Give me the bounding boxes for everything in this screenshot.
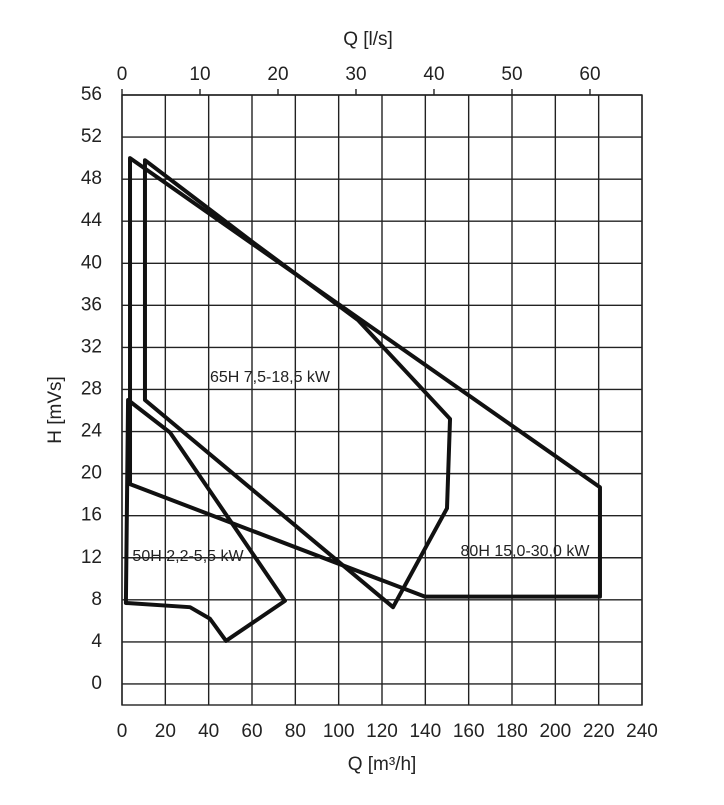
x-tick-label: 60: [241, 721, 262, 742]
series-label: 50H 2,2-5,5 kW: [132, 548, 244, 565]
x-axis-title: Q [m³/h]: [348, 754, 417, 775]
x-tick-label: 220: [583, 721, 615, 742]
x-tick-label: 80: [285, 721, 306, 742]
x2-tick-label: 20: [267, 64, 288, 85]
x2-axis-title: Q [l/s]: [343, 29, 393, 50]
x2-tick-label: 30: [345, 64, 366, 85]
x-tick-label: 120: [366, 721, 398, 742]
y-tick-label: 56: [81, 84, 102, 105]
envelope: [128, 156, 602, 599]
y-tick-label: 8: [91, 589, 102, 610]
x-tick-label: 200: [539, 721, 571, 742]
y-tick-label: 36: [81, 294, 102, 315]
x-tick-label: 180: [496, 721, 528, 742]
x-tick-label: 100: [323, 721, 355, 742]
x2-tick-label: 60: [579, 64, 600, 85]
x2-tick-label: 50: [501, 64, 522, 85]
y-tick-label: 44: [81, 210, 103, 231]
x-tick-label: 20: [155, 721, 176, 742]
envelope: [123, 398, 287, 643]
y-tick-label: 16: [81, 505, 102, 526]
x-tick-label: 40: [198, 721, 219, 742]
y-tick-label: 0: [91, 673, 102, 694]
x2-tick-label: 40: [423, 64, 444, 85]
y-axis-title: H [mVs]: [45, 376, 66, 444]
x-tick-label: 140: [409, 721, 441, 742]
x2-tick-label: 10: [189, 64, 210, 85]
y-tick-label: 20: [81, 463, 102, 484]
x-tick-label: 0: [117, 721, 128, 742]
series-label: 65H 7,5-18,5 kW: [210, 369, 331, 386]
y-tick-label: 32: [81, 336, 102, 357]
y-tick-label: 52: [81, 126, 102, 147]
x2-tick-label: 0: [117, 64, 128, 85]
y-tick-label: 24: [81, 421, 103, 442]
y-tick-label: 48: [81, 168, 102, 189]
y-tick-label: 12: [81, 547, 102, 568]
series-label: 80H 15,0-30,0 kW: [461, 543, 591, 560]
y-tick-label: 40: [81, 252, 102, 273]
x-tick-label: 240: [626, 721, 658, 742]
x-tick-label: 160: [453, 721, 485, 742]
y-tick-label: 28: [81, 378, 102, 399]
y-tick-label: 4: [91, 631, 102, 652]
